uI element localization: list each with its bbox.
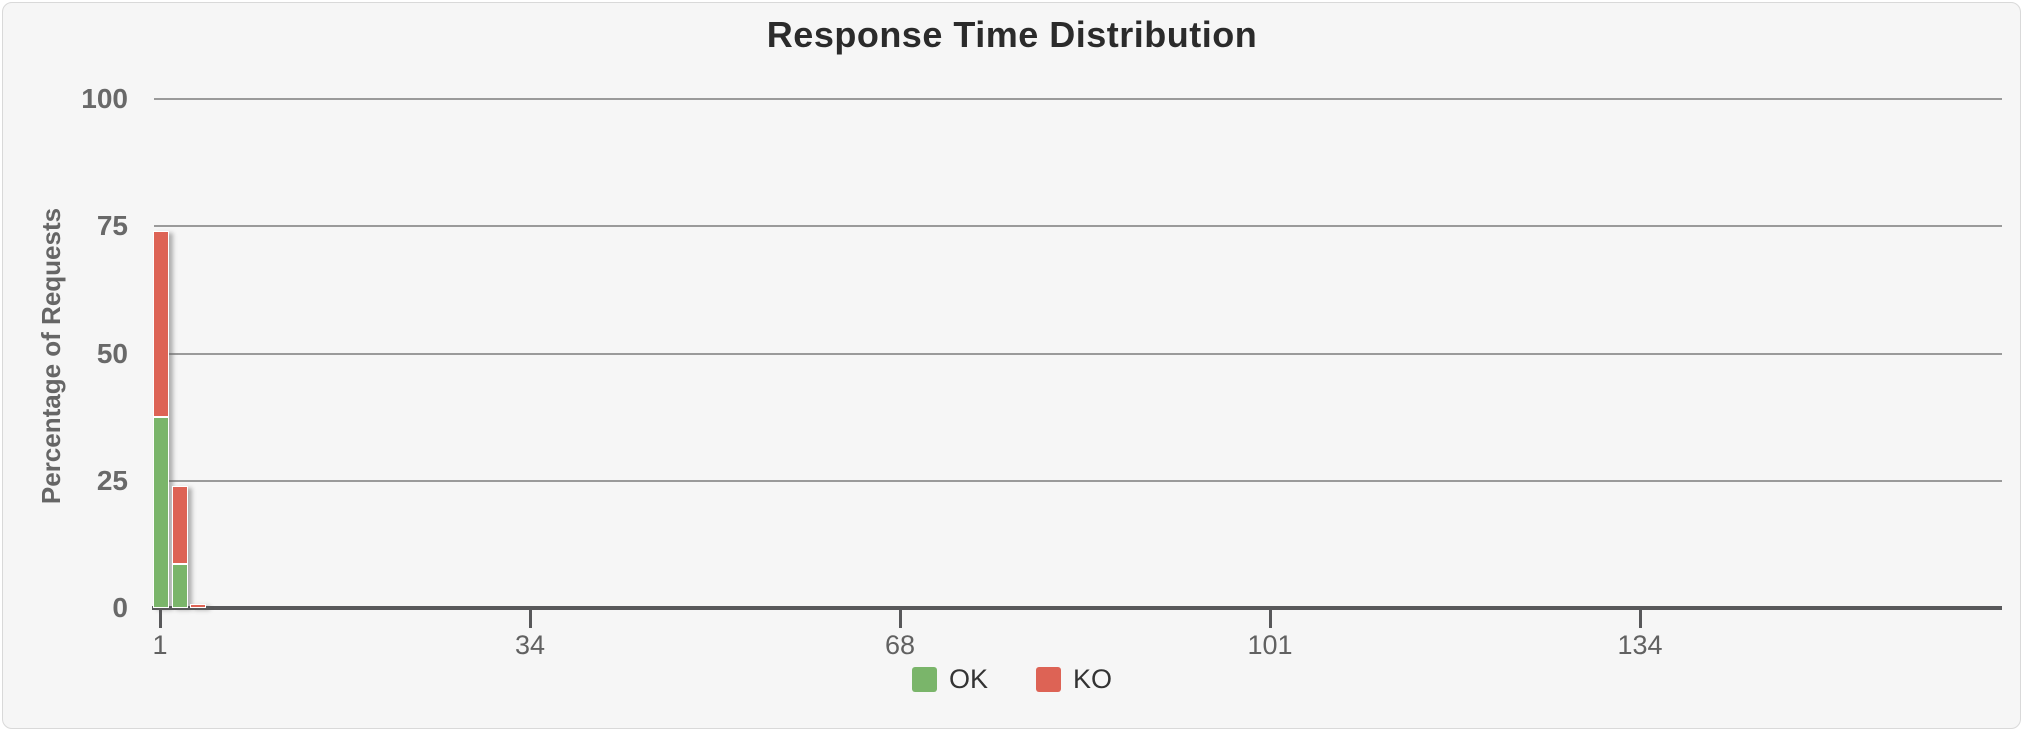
- plot-area: [152, 98, 2002, 610]
- bar-segment-ko[interactable]: [171, 485, 188, 565]
- x-tick-label-1: 1: [152, 630, 168, 660]
- x-tick-label-68: 68: [884, 630, 916, 660]
- y-tick-label-50: 50: [96, 337, 128, 369]
- bar-stack-0: [153, 231, 169, 608]
- y-tick-label-75: 75: [96, 210, 128, 242]
- legend-item-ok[interactable]: OK: [911, 664, 988, 695]
- bar-segment-ko[interactable]: [190, 603, 207, 608]
- x-tick-label-134: 134: [1617, 630, 1663, 660]
- bar-stack-1: [171, 485, 188, 608]
- gridline-y-25: [154, 479, 2002, 482]
- x-axis-line: [152, 606, 2002, 610]
- x-tick-mark-134: [1639, 610, 1642, 628]
- bar-segment-ok[interactable]: [153, 417, 169, 608]
- gridline-y-50: [154, 352, 2002, 355]
- x-tick-mark-34: [529, 610, 532, 628]
- chart-title: Response Time Distribution: [766, 14, 1258, 55]
- legend-swatch-ko: [1036, 667, 1061, 692]
- x-tick-label-101: 101: [1247, 630, 1293, 660]
- gridline-y-100: [154, 98, 2002, 100]
- x-tick-label-34: 34: [514, 630, 546, 660]
- legend-label-ko: KO: [1073, 664, 1113, 694]
- y-tick-label-25: 25: [96, 464, 128, 496]
- legend-swatch-ok: [911, 667, 937, 692]
- y-tick-label-100: 100: [81, 83, 128, 114]
- legend-label-ok: OK: [948, 664, 988, 694]
- bar-segment-ok[interactable]: [171, 564, 188, 608]
- bar-segment-ko[interactable]: [153, 231, 169, 418]
- y-tick-label-0: 0: [112, 592, 128, 623]
- x-tick-mark-1: [159, 610, 162, 628]
- x-tick-mark-68: [899, 610, 902, 628]
- x-tick-mark-101: [1269, 610, 1272, 628]
- legend-item-ko[interactable]: KO: [1036, 664, 1112, 695]
- bar-stack-2: [190, 603, 207, 608]
- legend: OK KO: [0, 664, 2024, 695]
- gridline-y-75: [154, 225, 2002, 228]
